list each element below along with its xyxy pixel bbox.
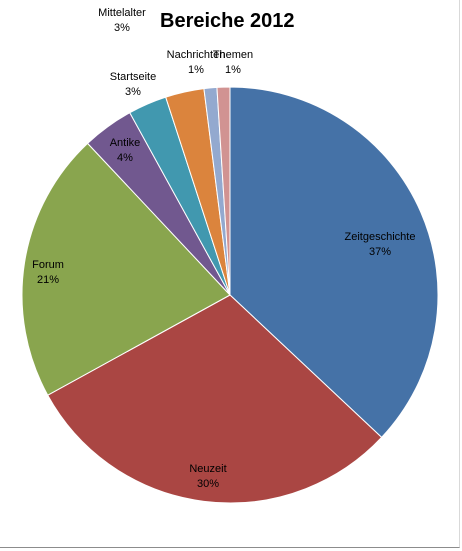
slice-percent-zeitgeschichte: 37% xyxy=(369,246,391,258)
pie-slice-forum xyxy=(21,142,231,396)
slice-label-themen: Themen xyxy=(213,49,253,61)
slice-percent-neuzeit: 30% xyxy=(197,478,219,490)
slice-label-nachrichten: Nachrichten xyxy=(167,49,226,61)
pie-slice-neuzeit xyxy=(47,294,383,504)
slice-percent-forum: 21% xyxy=(37,274,59,286)
slice-percent-startseite: 3% xyxy=(125,86,141,98)
slice-label-forum: Forum xyxy=(32,259,64,271)
pie-slice-themen xyxy=(216,86,231,296)
slice-label-zeitgeschichte: Zeitgeschichte xyxy=(345,231,416,243)
pie-slice-zeitgeschichte xyxy=(229,86,439,439)
slice-percent-antike: 4% xyxy=(117,152,133,164)
slice-percent-nachrichten: 1% xyxy=(188,64,204,76)
slice-percent-mittelalter: 3% xyxy=(114,22,130,34)
slice-label-mittelalter: Mittelalter xyxy=(98,7,146,19)
slice-percent-themen: 1% xyxy=(225,64,241,76)
chart-title: Bereiche 2012 xyxy=(160,10,295,32)
slice-label-neuzeit: Neuzeit xyxy=(189,463,226,475)
slice-label-antike: Antike xyxy=(110,137,141,149)
slice-label-startseite: Startseite xyxy=(110,71,156,83)
